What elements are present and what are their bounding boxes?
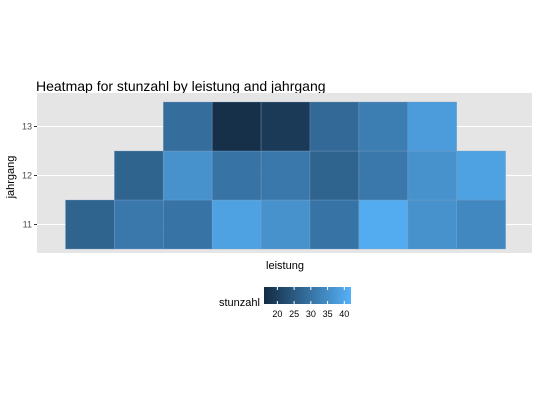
- heatmap-cell: [309, 199, 360, 250]
- heatmap-cell: [260, 101, 311, 152]
- legend-tick-label: 40: [339, 309, 349, 319]
- heatmap-cell: [163, 101, 213, 152]
- legend-tick-label: 20: [272, 309, 282, 319]
- legend-tick-label: 30: [306, 309, 316, 319]
- heatmap-cell: [260, 199, 311, 250]
- x-axis-title: leistung: [266, 260, 304, 272]
- color-legend: stunzahl 20 25 30 35 40: [219, 287, 351, 319]
- heatmap-cell: [309, 101, 360, 152]
- heatmap-cell: [260, 150, 311, 201]
- heatmap-cell: [309, 150, 360, 201]
- legend-ticks: 20 25 30 35 40: [272, 287, 349, 319]
- heatmap-cell: [407, 199, 457, 250]
- heatmap-cell: [163, 150, 213, 201]
- legend-title: stunzahl: [219, 297, 260, 309]
- legend-tick-label: 35: [323, 309, 333, 319]
- y-tick-label: 13: [22, 122, 32, 132]
- heatmap-cell: [114, 150, 164, 201]
- heatmap-cell: [358, 101, 409, 152]
- heatmap-cell: [456, 150, 506, 201]
- heatmap-cell: [211, 150, 262, 201]
- y-tick-label: 12: [22, 171, 32, 181]
- heatmap-cell: [407, 101, 457, 152]
- heatmap-cell: [65, 199, 115, 250]
- y-axis-ticks: 11 12 13: [22, 122, 37, 230]
- legend-colorbar: [264, 287, 351, 304]
- heatmap-cells: [65, 101, 506, 250]
- y-axis-title: jahrgang: [5, 156, 17, 200]
- heatmap-cell: [407, 150, 457, 201]
- heatmap-cell: [358, 150, 409, 201]
- heatmap-cell: [211, 101, 262, 152]
- heatmap-cell: [211, 199, 262, 250]
- legend-tick-label: 25: [289, 309, 299, 319]
- heatmap-cell: [163, 199, 213, 250]
- heatmap-cell: [114, 199, 164, 250]
- chart-title: Heatmap for stunzahl by leistung and jah…: [36, 78, 326, 94]
- y-tick-label: 11: [23, 220, 32, 230]
- heatmap-cell: [358, 199, 409, 250]
- heatmap-cell: [456, 199, 506, 250]
